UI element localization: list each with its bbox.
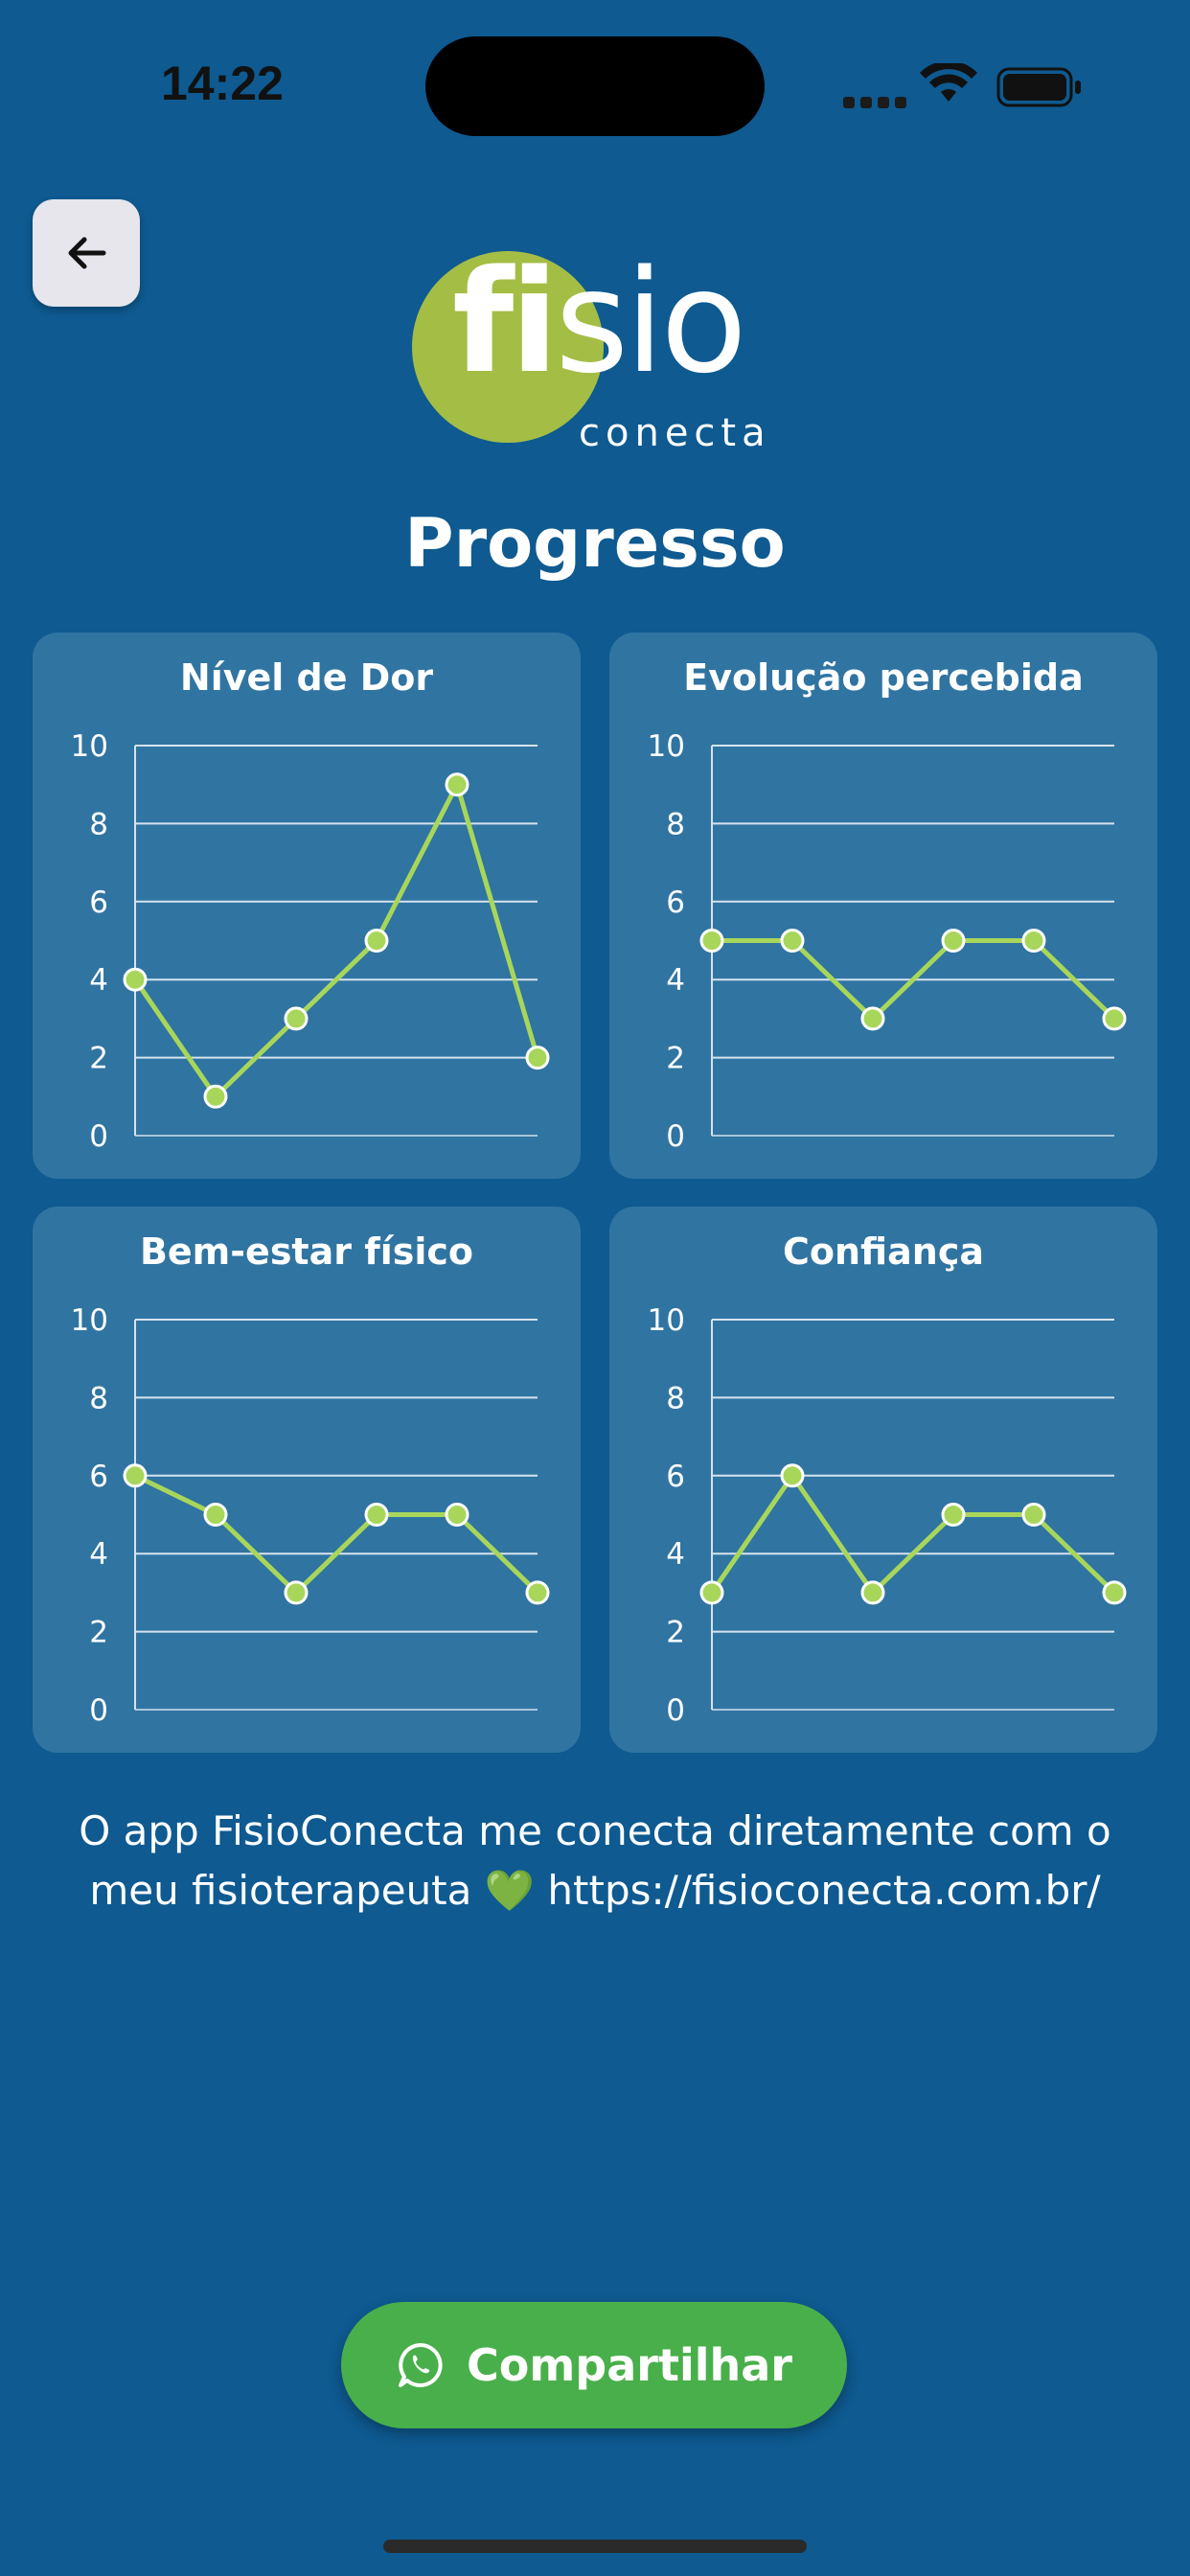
home-indicator <box>383 2540 807 2553</box>
data-point <box>941 929 966 953</box>
line-chart: 0 2 4 6 8 10 <box>71 1303 550 1728</box>
data-point <box>699 929 724 953</box>
y-tick-label: 0 <box>89 1119 108 1154</box>
y-tick-label: 0 <box>89 1693 108 1728</box>
data-point <box>284 1006 309 1031</box>
data-point <box>123 967 148 992</box>
y-tick-label: 2 <box>666 1042 685 1076</box>
y-tick-label: 6 <box>666 1460 685 1494</box>
cellular-signal-icon <box>843 94 912 112</box>
data-point <box>1102 1006 1127 1031</box>
data-point <box>445 1503 469 1527</box>
y-tick-label: 0 <box>666 1119 685 1154</box>
chart-title: Nível de Dor <box>179 656 434 699</box>
share-message: O app FisioConecta me conecta diretament… <box>29 1802 1161 1920</box>
y-tick-label: 2 <box>89 1616 108 1650</box>
chart-title: Bem-estar físico <box>139 1230 474 1273</box>
logo-circle <box>412 251 604 443</box>
chart-title: Evolução percebida <box>683 656 1084 699</box>
y-tick-label: 4 <box>89 963 108 998</box>
data-point <box>364 929 389 953</box>
data-point <box>203 1084 228 1109</box>
whatsapp-icon <box>399 2343 443 2387</box>
chart-card-confidence: Confiança 0 2 4 6 8 10 <box>609 1207 1157 1753</box>
data-point <box>445 772 469 797</box>
y-tick-label: 4 <box>666 963 685 998</box>
y-tick-label: 10 <box>648 1303 685 1338</box>
data-point <box>941 1503 966 1527</box>
y-tick-label: 8 <box>666 807 685 841</box>
y-tick-label: 6 <box>89 886 108 920</box>
page-title: Progresso <box>404 504 786 583</box>
data-point <box>203 1503 228 1527</box>
back-button[interactable] <box>33 199 140 307</box>
logo-sub-text: conecta <box>579 411 771 455</box>
chart-title: Confiança <box>782 1230 985 1273</box>
data-point <box>525 1580 550 1605</box>
logo-main-text: fisio <box>452 240 747 404</box>
dynamic-island <box>425 36 765 136</box>
y-tick-label: 2 <box>666 1616 685 1650</box>
y-tick-label: 10 <box>71 1303 108 1338</box>
y-tick-label: 6 <box>666 886 685 920</box>
data-point <box>1021 929 1046 953</box>
data-point <box>123 1463 148 1488</box>
y-tick-label: 6 <box>89 1460 108 1494</box>
fisioconecta-logo: fisio conecta <box>412 251 795 452</box>
data-point <box>525 1046 550 1070</box>
y-tick-label: 8 <box>666 1381 685 1415</box>
arrow-left-icon <box>68 237 106 269</box>
line-chart: 0 2 4 6 8 10 <box>71 729 550 1154</box>
y-tick-label: 10 <box>71 729 108 764</box>
wifi-icon <box>920 63 977 102</box>
data-point <box>699 1580 724 1605</box>
chart-card-perceived-evolution: Evolução percebida 0 2 4 6 8 10 <box>609 632 1157 1179</box>
y-tick-label: 4 <box>89 1537 108 1572</box>
data-point <box>284 1580 309 1605</box>
y-tick-label: 8 <box>89 1381 108 1415</box>
y-tick-label: 4 <box>666 1537 685 1572</box>
data-point <box>860 1580 885 1605</box>
share-message-line-1: O app FisioConecta me conecta diretament… <box>79 1807 1111 1854</box>
data-point <box>364 1503 389 1527</box>
series-line <box>133 1473 539 1596</box>
data-point <box>780 1463 805 1488</box>
battery-icon <box>996 67 1081 107</box>
y-tick-label: 2 <box>89 1042 108 1076</box>
y-tick-label: 10 <box>648 729 685 764</box>
line-chart: 0 2 4 6 8 10 <box>648 1303 1127 1728</box>
series-line <box>709 1473 1116 1596</box>
data-point <box>860 1006 885 1031</box>
data-point <box>780 929 805 953</box>
chart-card-physical-wellbeing: Bem-estar físico 0 2 4 6 8 10 <box>33 1207 581 1753</box>
data-point <box>1102 1580 1127 1605</box>
share-button-label: Compartilhar <box>467 2339 792 2391</box>
series-line <box>132 782 540 1099</box>
chart-card-pain-level: Nível de Dor 0 2 4 6 8 10 <box>33 632 581 1179</box>
line-chart: 0 2 4 6 8 10 <box>648 729 1127 1154</box>
status-time: 14:22 <box>161 57 284 110</box>
share-button[interactable]: Compartilhar <box>341 2302 847 2428</box>
y-tick-label: 0 <box>666 1693 685 1728</box>
data-point <box>1021 1503 1046 1527</box>
status-bar: 14:22 <box>0 0 1190 172</box>
y-tick-label: 8 <box>89 807 108 841</box>
series-line <box>712 938 1116 1022</box>
share-message-line-2: meu fisioterapeuta 💚 https://fisioconect… <box>89 1867 1101 1914</box>
